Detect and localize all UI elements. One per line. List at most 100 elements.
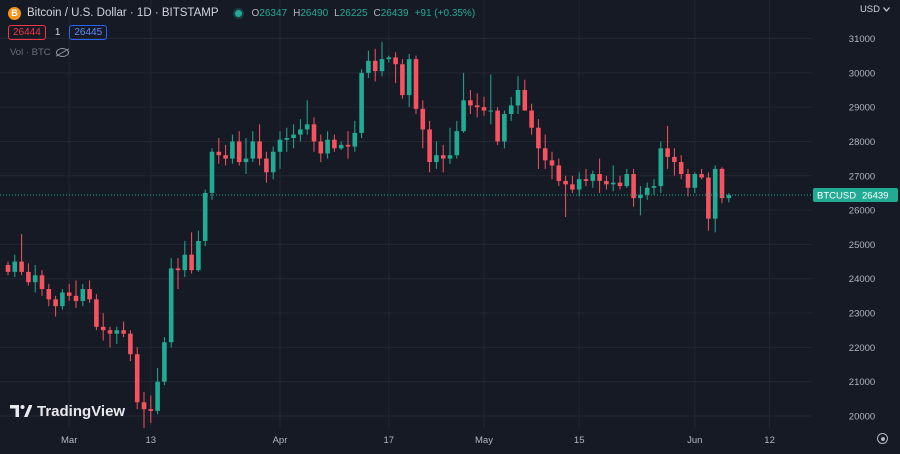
- candle: [32, 265, 38, 293]
- candle-body: [576, 179, 582, 190]
- volume-legend[interactable]: Vol · BTC: [10, 47, 69, 58]
- candle: [325, 131, 330, 159]
- candle-body: [73, 295, 79, 302]
- candle-body: [236, 141, 242, 163]
- candle-body: [284, 138, 290, 140]
- candle: [60, 289, 65, 310]
- close-value: 26439: [380, 7, 409, 19]
- candle: [447, 127, 453, 164]
- candle-body: [32, 275, 38, 283]
- candle-body: [658, 148, 664, 187]
- price-tick-label: 30000: [849, 68, 875, 79]
- candle-body: [406, 59, 412, 96]
- candle: [400, 59, 405, 99]
- candle: [26, 263, 31, 286]
- candle: [284, 127, 290, 152]
- candle: [196, 230, 201, 272]
- buy-sell-panel: 26444 1 26445: [8, 25, 108, 40]
- candle-body: [495, 110, 500, 142]
- candle: [468, 89, 473, 114]
- candle-body: [488, 110, 494, 112]
- candle-body: [631, 174, 636, 199]
- sell-price-button[interactable]: 26444: [8, 25, 46, 40]
- candle: [134, 347, 140, 410]
- candle-body: [26, 271, 31, 283]
- time-axis[interactable]: Mar 13 Apr 17 May 15 Jun 12: [61, 435, 775, 446]
- candle: [672, 148, 677, 176]
- candle-body: [712, 168, 718, 219]
- candle-body: [474, 105, 480, 108]
- candle-body: [66, 292, 72, 296]
- candle-body: [80, 289, 86, 302]
- currency-selector[interactable]: USD: [860, 4, 890, 15]
- candle: [631, 168, 636, 207]
- candle-body: [5, 265, 11, 272]
- candle: [556, 158, 562, 187]
- candle: [529, 103, 534, 135]
- price-tick-label: 22000: [849, 343, 875, 354]
- open-value: 26347: [259, 7, 288, 19]
- candle: [304, 100, 310, 135]
- candle-body: [386, 57, 392, 60]
- candle: [100, 313, 106, 341]
- symbol-title[interactable]: Bitcoin / U.S. Dollar · 1D · BITSTAMP: [27, 7, 219, 19]
- candle-body: [468, 100, 473, 106]
- candle-body: [87, 289, 92, 300]
- tradingview-logo[interactable]: TradingView: [10, 403, 125, 420]
- spread-value: 1: [54, 27, 61, 38]
- candle-body: [400, 64, 405, 96]
- logo-text: TradingView: [37, 403, 126, 420]
- candle: [454, 120, 460, 159]
- candle: [270, 146, 276, 180]
- symbol-legend[interactable]: B Bitcoin / U.S. Dollar · 1D · BITSTAMP …: [8, 5, 475, 21]
- candle: [638, 186, 643, 216]
- eye-hidden-icon[interactable]: [55, 48, 69, 57]
- candle-body: [189, 254, 194, 271]
- candle: [372, 48, 378, 82]
- candle: [712, 165, 718, 233]
- candle: [250, 131, 256, 163]
- candle: [604, 175, 609, 190]
- price-tick-label: 28000: [849, 137, 875, 148]
- candle: [699, 168, 704, 180]
- candle: [570, 175, 575, 193]
- price-tick-label: 29000: [849, 103, 875, 114]
- candle-body: [556, 165, 562, 181]
- change-value: +91 (+0.35%): [414, 7, 476, 19]
- candle: [94, 294, 99, 331]
- candle-body: [413, 59, 419, 109]
- candle-body: [121, 330, 126, 334]
- price-axis[interactable]: 31000 30000 29000 28000 27000 26000 25000 24000…: [849, 34, 875, 423]
- settings-gear-icon[interactable]: [877, 433, 888, 444]
- candle: [549, 151, 555, 180]
- open-label: O: [251, 7, 260, 19]
- candle: [107, 326, 113, 348]
- candle-body: [454, 131, 460, 156]
- candle-body: [536, 127, 541, 149]
- time-tick-label: May: [475, 435, 493, 446]
- candle: [236, 131, 242, 166]
- candle-body: [502, 114, 507, 142]
- candle-body: [624, 174, 630, 187]
- candle-body: [379, 59, 385, 72]
- candle-body: [434, 155, 439, 163]
- buy-price-button[interactable]: 26445: [69, 25, 108, 40]
- time-tick-label: 12: [764, 435, 775, 446]
- candle-body: [128, 333, 133, 355]
- candle: [53, 295, 58, 317]
- candle: [291, 124, 296, 149]
- candle: [175, 258, 181, 290]
- candle: [155, 367, 160, 415]
- price-tick-label: 23000: [849, 309, 875, 320]
- candle-body: [638, 194, 643, 199]
- candle-body: [291, 134, 296, 139]
- candle-body: [311, 124, 317, 142]
- time-tick-label: 15: [574, 435, 585, 446]
- candle-body: [672, 156, 677, 163]
- candle: [719, 167, 725, 204]
- candle-body: [692, 174, 698, 188]
- candle: [522, 79, 528, 111]
- candle-body: [366, 60, 371, 73]
- candle: [583, 168, 589, 187]
